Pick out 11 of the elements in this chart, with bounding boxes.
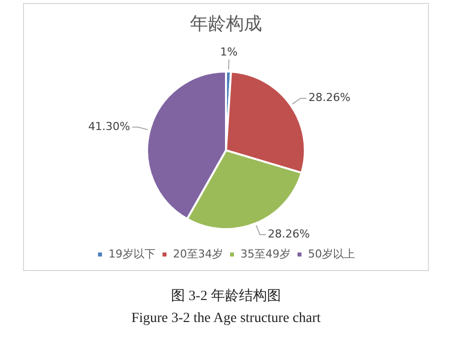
caption: 图 3-2 年龄结构图: [170, 288, 282, 306]
data-label: 28.26%: [308, 91, 350, 104]
legend-label: 19岁以下: [108, 247, 156, 260]
legend-label: 35至49岁: [240, 247, 290, 260]
data-label: 1%: [220, 45, 238, 58]
data-label: 41.30%: [88, 120, 130, 133]
data-label: 28.26%: [268, 227, 310, 240]
caption: Figure 3-2 the Age structure chart: [130, 310, 322, 328]
chart-title: 年龄构成: [190, 13, 262, 34]
legend-label: 20至34岁: [173, 247, 224, 260]
legend-label: 50岁以上: [308, 247, 355, 260]
